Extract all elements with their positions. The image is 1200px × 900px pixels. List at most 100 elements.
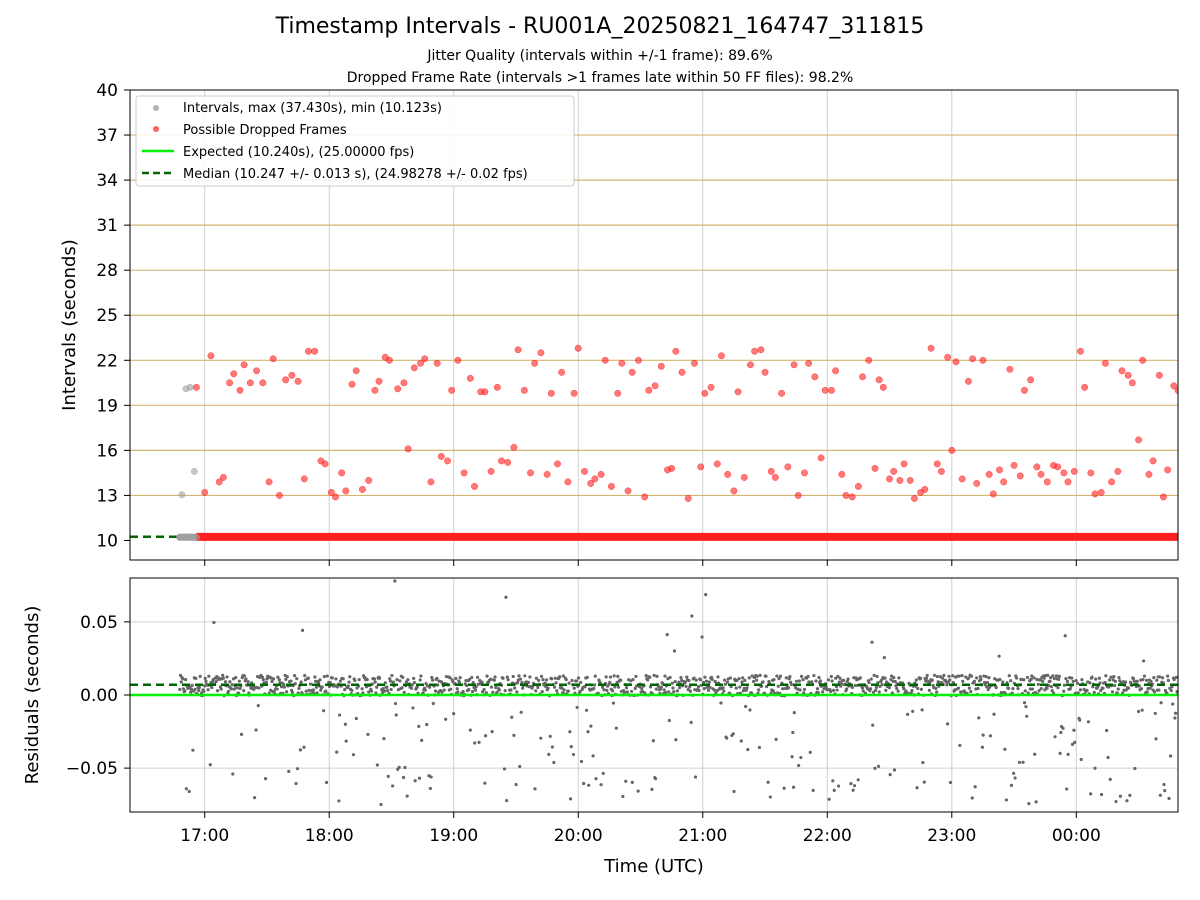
dropped-frame-point bbox=[1108, 478, 1116, 486]
dropped-frame-point bbox=[668, 464, 676, 472]
residual-point bbox=[743, 678, 747, 682]
residual-point bbox=[311, 688, 316, 692]
residual-point bbox=[468, 677, 472, 681]
residual-point bbox=[1035, 677, 1039, 682]
residual-point bbox=[492, 678, 496, 682]
residual-point bbox=[183, 689, 187, 693]
dropped-frame-point bbox=[192, 383, 200, 391]
residual-point bbox=[303, 674, 307, 678]
residual-point bbox=[232, 687, 236, 691]
residual-point bbox=[1163, 688, 1168, 693]
dropped-frame-point bbox=[300, 475, 308, 483]
dropped-frame-point bbox=[952, 358, 960, 366]
residual-point bbox=[398, 679, 402, 683]
dropped-frame-point bbox=[1070, 467, 1078, 475]
dropped-frame-point bbox=[460, 469, 468, 477]
residual-point bbox=[1174, 675, 1178, 679]
residual-point bbox=[836, 784, 841, 788]
residual-point bbox=[275, 687, 279, 691]
residual-point bbox=[689, 720, 693, 724]
residuals-y-tick-label: −0.05 bbox=[66, 759, 118, 779]
residual-point bbox=[306, 676, 310, 680]
residual-point bbox=[925, 673, 929, 678]
residual-point bbox=[985, 680, 990, 685]
dropped-frame-point bbox=[510, 443, 518, 451]
residual-point bbox=[231, 772, 235, 776]
residual-point bbox=[827, 797, 831, 801]
residual-point bbox=[334, 677, 338, 681]
residual-point bbox=[550, 745, 555, 749]
residual-point bbox=[961, 679, 965, 684]
residual-point bbox=[1017, 760, 1022, 765]
residual-point bbox=[778, 674, 783, 678]
dropped-frame-point bbox=[811, 373, 819, 381]
residual-point bbox=[1108, 777, 1112, 781]
residual-point bbox=[919, 687, 923, 691]
residual-point bbox=[636, 789, 640, 793]
residual-point bbox=[515, 681, 520, 685]
dropped-frame-point bbox=[253, 367, 261, 375]
residual-point bbox=[1106, 755, 1110, 760]
residual-point bbox=[856, 778, 860, 782]
residual-point bbox=[1045, 686, 1049, 690]
legend-expected-label: Expected (10.240s), (25.00000 fps) bbox=[183, 145, 414, 160]
intervals-y-tick-label: 10 bbox=[96, 531, 118, 551]
dropped-frame-point bbox=[821, 386, 829, 394]
dropped-frame-point bbox=[236, 386, 244, 394]
dropped-frame-point bbox=[900, 460, 908, 468]
residual-point bbox=[1158, 675, 1162, 679]
dropped-frame-point bbox=[672, 347, 680, 355]
residual-point bbox=[645, 678, 650, 682]
dropped-frame-point bbox=[989, 490, 997, 498]
residual-point bbox=[210, 685, 214, 690]
dropped-frame-point bbox=[734, 388, 742, 396]
residual-point bbox=[748, 708, 752, 712]
residual-point bbox=[754, 678, 759, 682]
residual-point bbox=[512, 733, 516, 737]
residual-point bbox=[757, 688, 761, 692]
dropped-frame-point bbox=[240, 361, 248, 369]
intervals-y-tick-label: 22 bbox=[96, 351, 118, 371]
residual-point bbox=[663, 674, 667, 678]
dropped-frame-point bbox=[842, 491, 850, 499]
residual-point bbox=[578, 690, 582, 694]
residual-point bbox=[246, 680, 250, 684]
dropped-frame-point bbox=[543, 470, 551, 478]
residual-point bbox=[518, 764, 522, 769]
residual-point bbox=[473, 741, 477, 745]
residual-point bbox=[1144, 678, 1149, 682]
residual-point bbox=[839, 682, 844, 686]
residual-point bbox=[485, 674, 489, 678]
residual-points bbox=[178, 579, 1178, 807]
residual-point bbox=[1041, 679, 1045, 683]
residual-point bbox=[624, 686, 629, 690]
residual-point bbox=[237, 679, 241, 683]
residual-point bbox=[184, 678, 188, 682]
residual-point bbox=[1099, 792, 1104, 797]
residual-point bbox=[875, 674, 879, 679]
residual-point bbox=[1166, 674, 1170, 678]
residual-point bbox=[489, 685, 494, 689]
residual-point bbox=[1173, 716, 1177, 720]
residual-point bbox=[788, 675, 792, 679]
x-tick-label: 23:00 bbox=[927, 826, 976, 846]
dropped-frame-point bbox=[574, 344, 582, 352]
residual-point bbox=[548, 734, 552, 738]
residual-point bbox=[353, 678, 357, 683]
dropped-frame-point bbox=[848, 493, 856, 501]
residual-point bbox=[791, 730, 795, 735]
intervals-y-tick-label: 40 bbox=[96, 81, 118, 101]
residual-point bbox=[393, 579, 397, 583]
residual-point bbox=[893, 680, 897, 684]
residual-point bbox=[375, 763, 379, 767]
residual-point bbox=[383, 689, 387, 693]
residual-point bbox=[830, 679, 834, 683]
residual-point bbox=[1025, 675, 1030, 680]
dropped-frame-point bbox=[246, 379, 254, 387]
residual-point bbox=[570, 678, 574, 683]
residual-point bbox=[435, 676, 439, 681]
residual-point bbox=[335, 685, 340, 689]
residual-point bbox=[430, 678, 435, 682]
residual-point bbox=[431, 701, 435, 706]
